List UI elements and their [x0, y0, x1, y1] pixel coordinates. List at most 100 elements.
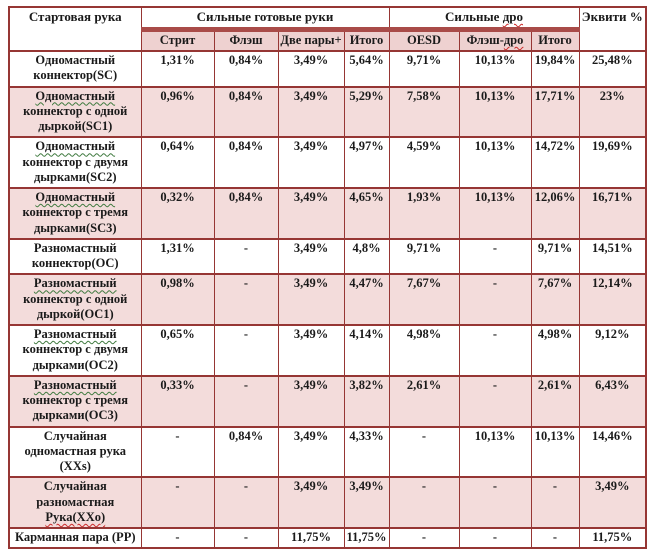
- col-header-flush: Флэш: [213, 28, 279, 53]
- text: Одномастный коннектор(SC): [33, 53, 118, 83]
- hand-name-cell: Разномастный коннектор с одной дыркой(OC…: [8, 273, 142, 327]
- value-cell: 10,13%: [530, 425, 580, 479]
- value-cell: 0,84%: [213, 50, 279, 88]
- value-cell: 3,49%: [277, 187, 345, 240]
- value-cell: 19,84%: [530, 50, 580, 88]
- hand-name-cell: Разномастный коннектор(OC): [8, 237, 142, 276]
- col-header-two-pair: Две пары+: [277, 28, 345, 53]
- value-cell: 7,67%: [530, 273, 580, 327]
- value-cell: 19,69%: [578, 136, 647, 190]
- value-cell: 12,14%: [578, 273, 647, 327]
- value-cell: 10,13%: [458, 425, 532, 479]
- value-cell: -: [530, 476, 580, 530]
- value-cell: 12,06%: [530, 187, 580, 240]
- value-cell: 23%: [578, 85, 647, 139]
- green-squiggle-text: Одномастный: [35, 190, 116, 205]
- value-cell: 25,48%: [578, 50, 647, 88]
- table-row: Случайная разномастная Рука(XXo) - -3,49% 3…: [8, 476, 647, 530]
- poker-starting-hands-table: Стартовая рука Сильные готовые руки Силь…: [8, 5, 648, 549]
- value-cell: -: [388, 476, 460, 530]
- value-cell: 4,33%: [343, 425, 390, 479]
- green-squiggle-text: Разномастный: [33, 327, 117, 342]
- text: Флэш-: [466, 32, 504, 47]
- value-cell: -: [388, 527, 460, 549]
- value-cell: 0,32%: [140, 187, 215, 240]
- table-row: Случайная одномастная рука (XXs) -0,84% 3,…: [8, 425, 647, 479]
- value-cell: -: [140, 527, 215, 549]
- table-row: Одномастный коннектор с одной дыркой(SC1…: [8, 85, 647, 139]
- text: коннектор с одной дыркой(OC1): [23, 291, 128, 321]
- value-cell: 3,49%: [277, 50, 345, 88]
- value-cell: 3,49%: [578, 476, 647, 530]
- value-cell: 9,12%: [578, 324, 647, 377]
- value-cell: 10,13%: [458, 136, 532, 190]
- hand-name-cell: Одномастный коннектор с тремя дырками(SC…: [8, 187, 142, 240]
- hand-name-cell: Одномастный коннектор с двумя дырками(SC…: [8, 136, 142, 190]
- value-cell: 0,33%: [140, 374, 215, 428]
- text: Две пары+: [280, 32, 342, 47]
- red-squiggle-text: дро: [503, 32, 524, 47]
- value-cell: 14,72%: [530, 136, 580, 190]
- value-cell: -: [140, 476, 215, 530]
- value-cell: -: [530, 527, 580, 549]
- table-row: Разномастный коннектор с тремя дырками(O…: [8, 374, 647, 428]
- table-row: Одномастный коннектор с двумя дырками(SC…: [8, 136, 647, 190]
- table-row: Разномастный коннектор(OC) 1,31% -3,49% 4,8…: [8, 237, 647, 276]
- header-row-subcolumns: Стрит Флэш Две пары+ Итого OESD Флэш-дро…: [9, 28, 646, 53]
- value-cell: -: [213, 527, 279, 549]
- text: Итого: [349, 32, 384, 47]
- value-cell: 9,71%: [388, 50, 460, 88]
- table-row: Одномастный коннектор с тремя дырками(SC…: [8, 187, 647, 240]
- col-header-total-draw: Итого: [530, 28, 580, 53]
- value-cell: 0,84%: [213, 187, 279, 240]
- value-cell: 3,49%: [277, 136, 345, 190]
- green-squiggle-text: Разномастный: [33, 276, 117, 291]
- hand-name-cell: Случайная одномастная рука (XXs): [8, 425, 142, 479]
- value-cell: -: [458, 273, 532, 327]
- text: Стрит: [159, 32, 196, 47]
- value-cell: -: [458, 374, 532, 428]
- red-squiggle-text: дро: [502, 9, 524, 24]
- value-cell: 0,96%: [140, 85, 215, 139]
- value-cell: -: [458, 324, 532, 377]
- green-squiggle-text: Одномастный: [35, 88, 116, 103]
- value-cell: 3,82%: [343, 374, 390, 428]
- hand-name-cell: Одномастный коннектор(SC): [8, 50, 142, 88]
- value-cell: 3,49%: [277, 476, 345, 530]
- hand-name-cell: Случайная разномастная Рука(XXo): [8, 476, 142, 530]
- text: Сильные: [445, 9, 503, 24]
- col-header-oesd: OESD: [388, 28, 460, 53]
- value-cell: 17,71%: [530, 85, 580, 139]
- value-cell: 1,31%: [140, 237, 215, 276]
- text: Карманная пара (PP): [14, 530, 136, 545]
- table-row: Одномастный коннектор(SC) 1,31% 0,84% 3,49%…: [8, 50, 647, 88]
- value-cell: 6,43%: [578, 374, 647, 428]
- value-cell: 5,64%: [343, 50, 390, 88]
- value-cell: 3,49%: [277, 273, 345, 327]
- value-cell: -: [213, 324, 279, 377]
- text: коннектор с двумя дырками(OC2): [22, 342, 128, 372]
- col-header-total-made: Итого: [343, 28, 390, 53]
- table-row: Разномастный коннектор с одной дыркой(OC…: [8, 273, 647, 327]
- value-cell: 11,75%: [343, 527, 390, 549]
- text: Случайная одномастная рука (XXs): [24, 428, 126, 474]
- text: коннектор с тремя дырками(SC3): [22, 205, 129, 235]
- text: Сильные готовые руки: [196, 9, 334, 24]
- value-cell: 1,31%: [140, 50, 215, 88]
- text: коннектор с тремя дырками(OC3): [22, 393, 129, 423]
- value-cell: 2,61%: [388, 374, 460, 428]
- hand-name-cell: Карманная пара (PP): [8, 527, 142, 549]
- strong-draws-group-header: Сильные дро: [388, 5, 580, 32]
- value-cell: 11,75%: [277, 527, 345, 549]
- value-cell: 2,61%: [530, 374, 580, 428]
- hand-name-cell: Одномастный коннектор с одной дыркой(SC1…: [8, 85, 142, 139]
- value-cell: 3,49%: [277, 237, 345, 276]
- text: Случайная разномастная: [36, 479, 115, 509]
- value-cell: 4,65%: [343, 187, 390, 240]
- table-row: Карманная пара (PP) - -11,75% 11,75% - - -11,7…: [8, 527, 647, 549]
- value-cell: 0,98%: [140, 273, 215, 327]
- text: OESD: [406, 32, 442, 47]
- value-cell: 14,51%: [578, 237, 647, 276]
- value-cell: -: [458, 237, 532, 276]
